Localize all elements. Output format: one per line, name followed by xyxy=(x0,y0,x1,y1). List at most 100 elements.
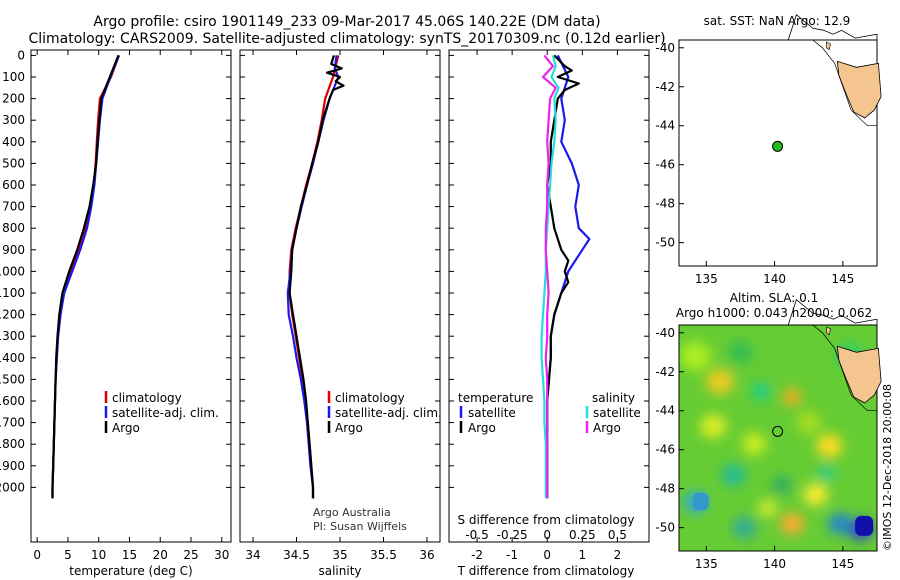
legend-label-argo: Argo xyxy=(335,421,363,435)
x-tick-label: 34 xyxy=(245,548,260,562)
sla-anomaly-blob xyxy=(705,368,734,395)
sla-anomaly-blob xyxy=(750,382,771,401)
sla-anomaly-blob xyxy=(721,464,746,486)
sla-map-title-line-1: Altim. SLA: 0.1 xyxy=(730,291,818,305)
legend-label-argo: Argo xyxy=(112,421,140,435)
map-x-tick-label: 140 xyxy=(763,557,786,571)
map-x-tick-label: 135 xyxy=(695,557,718,571)
s-difference-axis-label: S difference from climatology xyxy=(458,513,635,527)
map-y-tick-label: -40 xyxy=(655,41,675,55)
sla-anomaly-blob xyxy=(817,464,836,482)
king-island xyxy=(826,41,831,51)
map-x-tick-label: 145 xyxy=(831,557,854,571)
series-line-satellite-adj-clim- xyxy=(286,55,340,499)
sla-anomaly-blob xyxy=(783,388,802,406)
legend-label-satellite: satellite-adj. clim. xyxy=(112,406,219,420)
depth-tick-label: 500 xyxy=(2,156,25,170)
sla-map: Altim. SLA: 0.1 Argo h1000: 0.043 h2000:… xyxy=(655,291,882,571)
sla-map-title-line-2: Argo h1000: 0.043 h2000: 0.062 xyxy=(676,306,872,320)
sla-anomaly-blob xyxy=(771,475,792,494)
x-tick-label: 35.5 xyxy=(370,548,397,562)
series-line-temperature-argo xyxy=(546,54,580,499)
series-line-climatology xyxy=(288,55,340,499)
depth-tick-label: 300 xyxy=(2,113,25,127)
s-difference-tick-label: 0.25 xyxy=(569,528,596,542)
mainland-coast xyxy=(787,14,878,41)
salinity-legend: climatology satellite-adj. clim. Argo xyxy=(327,391,442,435)
series-line-climatology xyxy=(51,55,121,499)
sst-map-title: sat. SST: NaN Argo: 12.9 xyxy=(704,14,851,28)
depth-tick-label: 1900 xyxy=(0,459,25,473)
sla-anomaly-blob xyxy=(732,516,757,539)
sla-low-anomaly xyxy=(855,515,874,536)
depth-tick-label: 1500 xyxy=(0,372,25,386)
x-tick-label: 36 xyxy=(419,548,434,562)
difference-panel: -2 -1 0 1 2 xyxy=(449,50,649,562)
series-line-salinity-satellite xyxy=(540,55,560,499)
map-y-tick-label: -42 xyxy=(655,80,675,94)
depth-tick-label: 1400 xyxy=(0,351,25,365)
imos-stamp: ©IMOS 12-Dec-2018 20:00:08 xyxy=(881,384,894,551)
map-x-tick-label: 135 xyxy=(695,272,718,286)
figure-title-line-2: Climatology: CARS2009. Satellite-adjuste… xyxy=(28,31,665,47)
legend-label-climatology: climatology xyxy=(335,391,405,405)
series-line-argo xyxy=(51,54,120,499)
x-tick-label: 10 xyxy=(91,548,106,562)
x-tick-label: 1 xyxy=(579,548,587,562)
x-tick-label: 0 xyxy=(33,548,41,562)
s-difference-tick-label: -0.25 xyxy=(497,528,528,542)
legend-label-satellite: satellite-adj. clim. xyxy=(335,406,442,420)
sla-anomaly-blob xyxy=(679,341,712,371)
argo-float-marker xyxy=(772,425,784,437)
x-tick-label: 15 xyxy=(122,548,137,562)
shelf-edge-line xyxy=(812,39,877,127)
legend-label-s-satellite: satellite xyxy=(593,406,641,420)
sla-anomaly-blob xyxy=(728,341,753,364)
depth-axis: 0 100 200 300 400 500 600 700 800 900 1000 1100 1200… xyxy=(0,48,25,494)
sla-low-anomaly xyxy=(692,492,709,511)
temperature-axis-label: temperature (deg C) xyxy=(69,564,192,578)
legend-label-climatology: climatology xyxy=(112,391,182,405)
depth-tick-label: 200 xyxy=(2,92,25,106)
king-island xyxy=(826,326,831,336)
depth-tick-label: 600 xyxy=(2,178,25,192)
s-difference-ticks: -0.5 -0.25 0 0.25 0.5 xyxy=(465,528,627,542)
t-difference-axis-label: T difference from climatology xyxy=(457,564,635,578)
shelf-edge-line xyxy=(812,324,877,412)
s-difference-tick-label: -0.5 xyxy=(465,528,488,542)
sla-anomaly-blob xyxy=(780,512,805,535)
x-tick-label: 20 xyxy=(153,548,168,562)
sla-anomaly-blob xyxy=(803,483,828,506)
map-y-tick-label: -48 xyxy=(655,197,675,211)
legend-title-salinity: salinity xyxy=(592,391,635,405)
s-difference-tick-label: 0 xyxy=(543,528,551,542)
depth-tick-label: 1300 xyxy=(0,329,25,343)
depth-tick-label: 1800 xyxy=(0,437,25,451)
sla-anomaly-blob xyxy=(828,512,853,535)
sla-anomaly-blob xyxy=(700,414,727,439)
x-tick-label: 30 xyxy=(214,548,229,562)
map-y-tick-label: -50 xyxy=(655,236,675,250)
x-tick-label: 5 xyxy=(64,548,72,562)
credit-pi: PI: Susan Wijffels xyxy=(313,520,407,533)
map-y-tick-label: -48 xyxy=(655,482,675,496)
sla-anomaly-blob xyxy=(816,434,843,458)
salinity-panel-frame xyxy=(239,49,441,543)
credit-argo-australia: Argo Australia xyxy=(313,506,391,519)
depth-tick-label: 1200 xyxy=(0,308,25,322)
mainland-coast xyxy=(787,299,878,326)
map-y-tick-label: -42 xyxy=(655,365,675,379)
depth-tick-label: 400 xyxy=(2,135,25,149)
depth-tick-label: 1000 xyxy=(0,264,25,278)
map-y-tick-label: -44 xyxy=(655,404,675,418)
x-tick-label: 0 xyxy=(543,548,551,562)
map-y-tick-label: -46 xyxy=(655,158,675,172)
series-line-salinity-argo xyxy=(541,54,557,499)
depth-tick-label: 1700 xyxy=(0,416,25,430)
legend-label-s-argo: Argo xyxy=(593,421,621,435)
map-y-tick-label: -40 xyxy=(655,326,675,340)
map-y-tick-label: -50 xyxy=(655,521,675,535)
s-difference-tick-label: 0.5 xyxy=(608,528,627,542)
depth-tick-label: 800 xyxy=(2,221,25,235)
